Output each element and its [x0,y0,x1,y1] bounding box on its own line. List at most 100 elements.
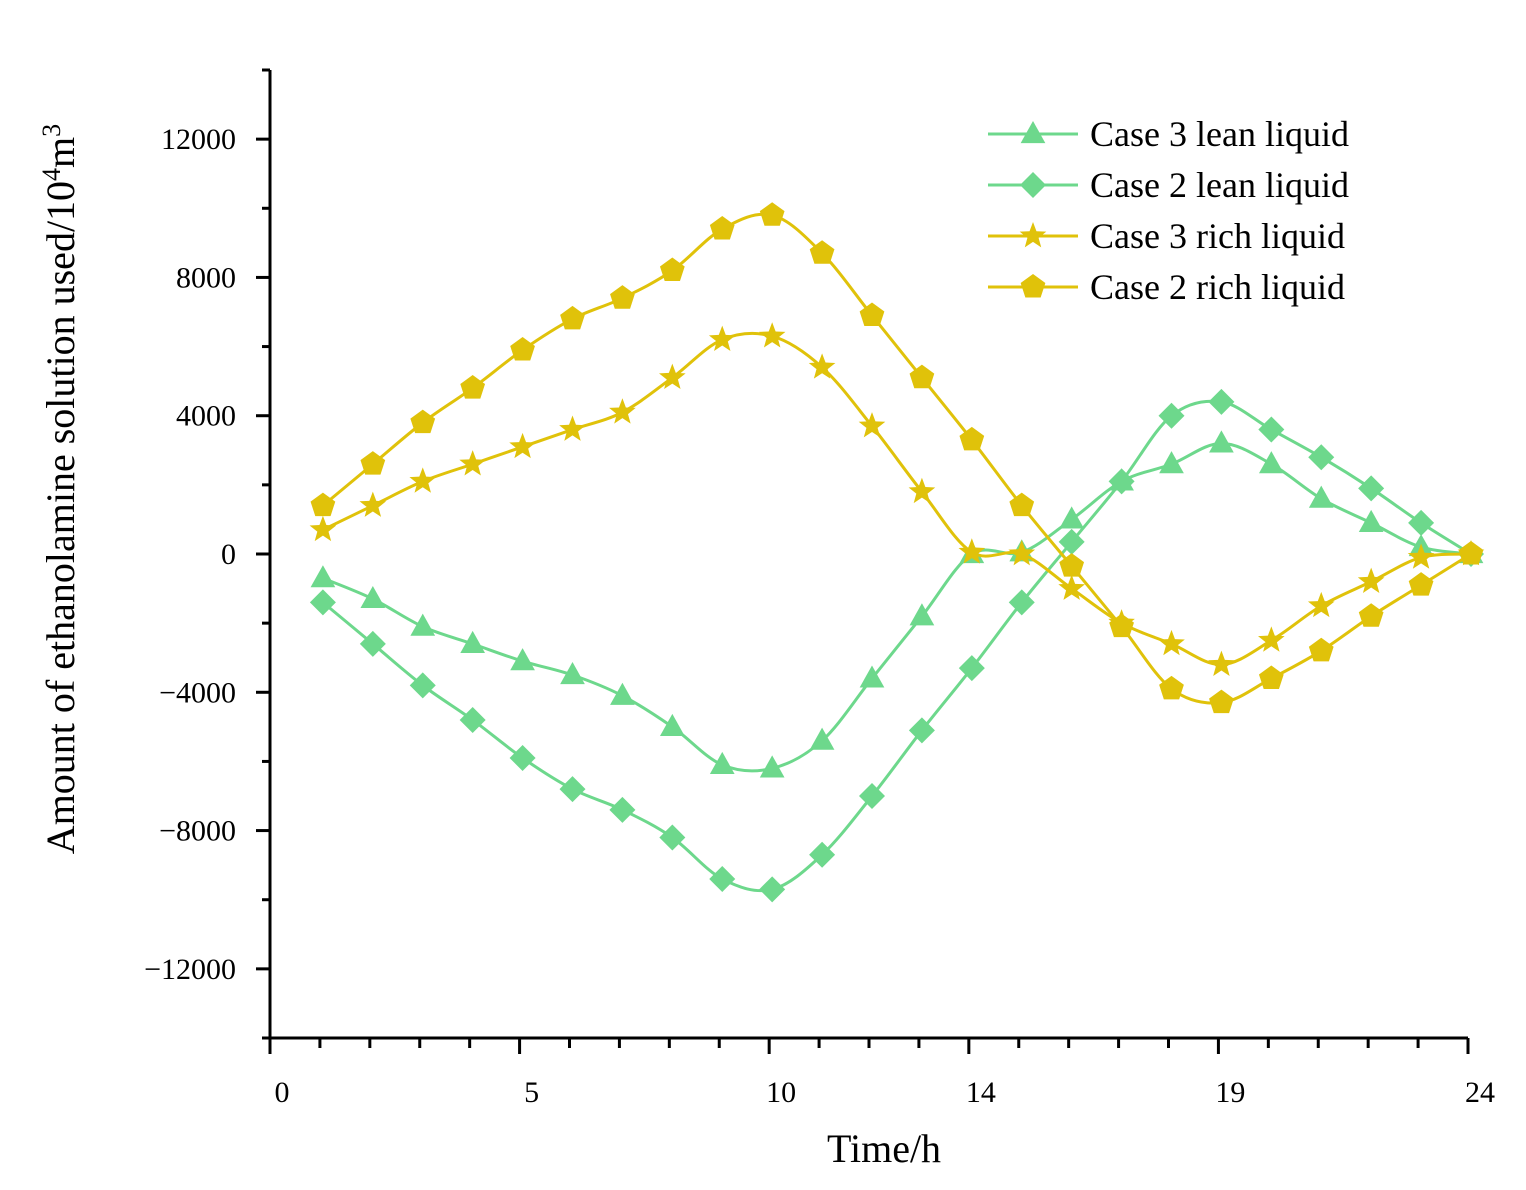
data-point-pentagon [909,364,935,389]
y-tick-label: −4000 [159,676,236,709]
data-point-star [708,325,736,351]
data-point-pentagon [709,216,735,240]
x-tick-label: 24 [1465,1076,1495,1109]
data-point-triangle [610,682,635,705]
x-tick-label: 19 [1215,1076,1245,1109]
data-point-star [758,322,786,348]
data-point-star [559,415,586,441]
data-point-star [808,353,836,379]
data-point-star [659,363,686,390]
data-point-triangle [1159,451,1184,474]
y-axis-title-tail: m [38,137,83,168]
data-point-pentagon [460,375,486,399]
y-axis-title-sup: 4 [37,168,66,181]
data-point-diamond [1308,444,1335,471]
y-tick-label: 12000 [161,123,236,156]
data-point-diamond [359,630,386,657]
data-point-diamond [1408,509,1435,536]
y-axis-title: Amount of ethanolamine solution used/104… [37,124,84,854]
data-point-triangle [659,713,685,736]
data-point-diamond [958,655,985,682]
data-point-star [509,432,536,459]
data-point-diamond [759,876,786,903]
data-point-pentagon [1209,689,1234,714]
data-point-star [858,412,886,438]
y-tick-label: −8000 [159,815,236,848]
legend: Case 3 lean liquid Case 2 lean liquid Case… [988,114,1349,307]
series-pentagon [310,202,1484,714]
legend-label: Case 3 lean liquid [1090,114,1349,154]
data-point-pentagon [1159,675,1184,700]
x-tick-label: 5 [524,1076,539,1109]
data-point-star [459,450,486,476]
data-point-triangle [759,755,785,778]
data-point-triangle [410,613,436,636]
data-point-triangle [560,662,585,685]
data-point-star [1307,591,1335,618]
x-tick-label: 14 [966,1076,996,1109]
data-point-triangle [310,565,336,588]
data-point-pentagon [1458,541,1484,565]
legend-item: Case 2 lean liquid [988,165,1349,205]
x-tick-label: 0 [275,1076,290,1109]
data-point-triangle [1209,430,1234,453]
data-point-diamond [659,824,686,851]
legend-marker-diamond [1020,172,1046,198]
data-point-triangle [709,751,735,774]
y-tick-label: 8000 [176,261,236,294]
data-point-diamond [409,672,436,699]
data-point-diamond [809,841,836,868]
data-point-triangle [1258,451,1284,474]
y-tick-label: 4000 [176,400,236,433]
data-point-diamond [1258,416,1285,443]
data-point-pentagon [759,202,785,226]
legend-item: Case 2 rich liquid [988,267,1345,307]
data-point-diamond [1008,589,1035,616]
data-point-star [1008,540,1036,566]
series-triangle [310,430,1484,778]
legend-label: Case 3 rich liquid [1090,216,1345,256]
data-point-star [1158,629,1185,656]
data-point-pentagon [360,451,386,475]
data-point-pentagon [310,492,336,517]
data-point-star [1208,650,1235,676]
legend-marker-star [1019,222,1047,248]
data-point-diamond [309,589,336,616]
data-point-star [409,467,437,493]
legend-label: Case 2 rich liquid [1090,267,1345,307]
data-point-triangle [909,603,935,626]
data-point-pentagon [859,302,885,326]
data-point-triangle [1308,485,1334,508]
data-point-pentagon [410,409,436,434]
x-axis-title: Time/h [827,1126,941,1171]
series-star [309,322,1485,676]
data-point-diamond [459,706,486,733]
data-point-star [359,491,387,517]
series-line [322,441,1472,773]
y-axis-title-main: Amount of ethanolamine solution used/10 [38,181,83,854]
data-point-diamond [709,865,736,892]
data-point-pentagon [1059,553,1085,577]
data-point-diamond [559,776,586,803]
data-point-pentagon [1258,665,1284,689]
series-layer [309,202,1485,903]
data-point-diamond [609,796,636,823]
data-point-diamond [1208,388,1235,415]
data-point-triangle [360,585,386,609]
x-tick-label: 10 [766,1076,796,1109]
data-point-star [958,538,986,564]
data-point-star [1258,626,1285,652]
data-point-pentagon [610,285,635,309]
legend-label: Case 2 lean liquid [1090,165,1349,205]
data-point-star [1357,567,1385,593]
data-point-pentagon [659,257,685,282]
y-ticks: 12000 8000 4000 0 −4000 −8000 −12000 [144,68,270,1040]
data-point-diamond [1158,402,1185,429]
legend-marker-triangle [1020,121,1046,144]
data-point-star [1058,574,1085,600]
data-point-triangle [1358,509,1384,532]
legend-marker-pentagon [1020,274,1046,298]
data-point-star [609,398,636,424]
data-point-pentagon [809,240,835,264]
